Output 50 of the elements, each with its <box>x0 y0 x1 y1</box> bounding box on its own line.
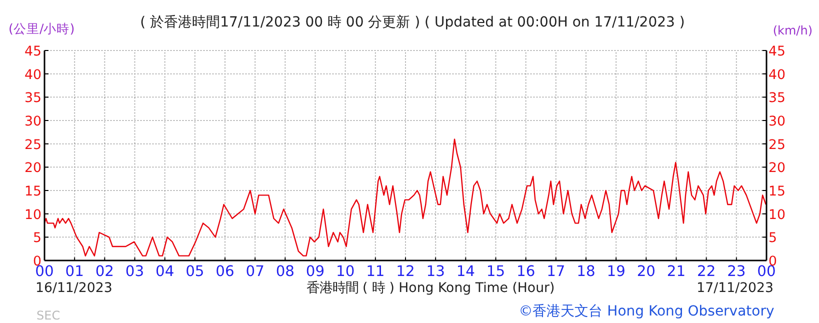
text: 17/11/2023 <box>696 281 774 296</box>
y2-tick-label: 45 <box>768 44 786 60</box>
text: 16/11/2023 <box>36 281 112 296</box>
y2-tick-label: 15 <box>768 184 786 200</box>
x-tick-label: 17 <box>546 263 566 280</box>
x-tick-label: 01 <box>65 263 84 280</box>
x-tick-label: 19 <box>606 263 626 280</box>
x-axis-title: 香港時間 ( 時 ) Hong Kong Time (Hour) <box>306 281 555 296</box>
x-tick-label: 12 <box>396 263 415 280</box>
x-tick-label: 16 <box>516 263 536 280</box>
y2-tick-label: 10 <box>768 208 786 223</box>
y-tick-label: 5 <box>33 231 42 246</box>
x-tick-label: 14 <box>456 263 475 280</box>
y2-axis-title: (km/h) <box>772 24 813 38</box>
x-tick-label: 18 <box>576 263 596 280</box>
y-tick-label: 40 <box>24 68 42 83</box>
y-axis-title: (公里/小時) <box>8 21 75 36</box>
x-tick-label: 22 <box>697 263 716 280</box>
y-tick-label: 45 <box>24 44 42 60</box>
y-tick-label: 35 <box>24 91 42 106</box>
y2-tick-label: 25 <box>768 138 786 153</box>
x-tick-label: 05 <box>186 263 204 280</box>
line-series <box>44 138 766 256</box>
x-tick-label: 11 <box>366 263 385 280</box>
y-tick-label: 10 <box>24 208 42 223</box>
x-tick-label: 13 <box>426 263 445 280</box>
y2-tick-label: 30 <box>768 114 786 130</box>
y-tick-label: 30 <box>24 114 42 130</box>
y2-tick-label: 20 <box>768 161 786 176</box>
text: ©香港天文台 Hong Kong Observatory <box>518 304 774 320</box>
x-tick-label: 15 <box>486 263 506 280</box>
x-tick-label: 06 <box>216 263 234 280</box>
x-tick-label: 09 <box>306 263 325 280</box>
x-tick-label: 20 <box>636 263 656 280</box>
x-tick-label: 04 <box>156 263 174 280</box>
x-tick-label: 23 <box>727 263 746 280</box>
x-tick-label: 03 <box>125 263 144 280</box>
y-tick-label: 25 <box>24 138 42 153</box>
x-tick-label: 02 <box>95 263 114 280</box>
y2-tick-label: 35 <box>768 91 786 106</box>
y2-tick-label: 5 <box>768 231 777 246</box>
x-tick-label: 07 <box>246 263 264 280</box>
y2-tick-label: 40 <box>768 68 786 83</box>
y-tick-label: 15 <box>24 184 42 200</box>
y-tick-label: 20 <box>24 161 42 176</box>
text: SEC <box>36 308 60 322</box>
x-tick-label: 21 <box>666 263 686 280</box>
x-tick-label: 10 <box>336 263 355 280</box>
x-tick-label: 08 <box>276 263 294 280</box>
chart-title: ( 於香港時間17/11/2023 00 時 00 分更新 ) ( Updated at 00:00H on 17/11/2023 ) <box>140 14 685 30</box>
